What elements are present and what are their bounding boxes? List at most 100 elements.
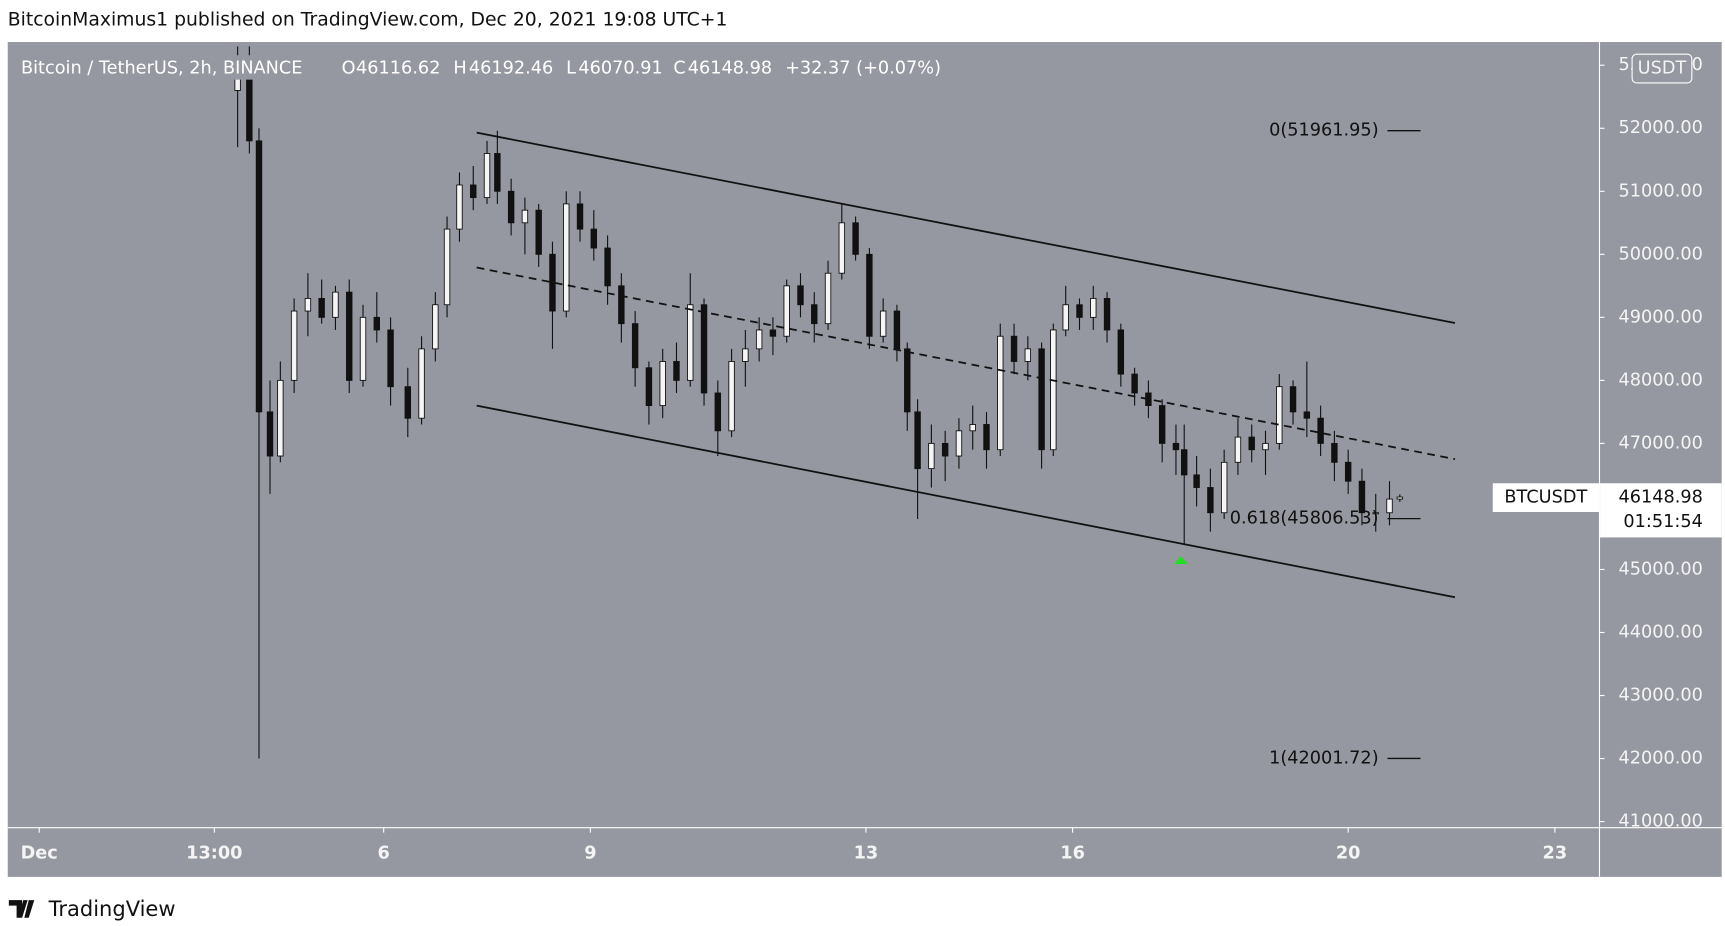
candle-body [255,140,263,413]
candle-body [346,291,353,381]
y-tick-label: 42000.00 [1618,749,1702,769]
candle-body [928,442,935,470]
candle-body [645,367,653,407]
candle-body [1358,480,1366,514]
candle-body [659,361,666,407]
candle-body [618,285,625,325]
candle-body [997,335,1004,451]
last-price: 46148.98 [1618,488,1702,508]
candle-body [1193,474,1200,488]
brand-logo [8,900,35,918]
candle-body [359,316,367,381]
candle-body [304,297,312,312]
candle-body [277,379,284,457]
candle-body [1234,436,1242,463]
candle-body [549,253,556,312]
candle-body [432,304,439,350]
candle-body [1372,512,1379,515]
y-tick-label: 51000.00 [1618,181,1702,201]
ohlc-letter: O [342,59,356,79]
y-tick-label: 48000.00 [1618,370,1702,390]
candle-body [1207,487,1214,514]
x-tick-label: 20 [1336,844,1361,864]
y-tick-label: 41000.00 [1618,812,1702,832]
candle-body [373,316,381,331]
fib-label: 0(51961.95) [1269,121,1378,141]
candle-body [797,285,804,306]
candle-body [563,203,570,312]
candle-body [955,430,963,457]
candle-body [387,329,394,388]
last-price-box [1600,483,1722,538]
candle-body [769,329,777,337]
x-tick-label: 13:00 [186,844,242,864]
candle-body [535,209,542,255]
candle-body [1181,449,1188,476]
candle-body [1317,417,1324,444]
y-tick-label: 47000.00 [1618,433,1702,453]
y-tick-label: 44000.00 [1618,622,1702,642]
candle-body [1220,461,1228,514]
candle-body [1131,373,1138,394]
candle-body [1248,436,1255,451]
candle-body [742,348,749,362]
ohlc-value: 46070.91 [578,59,662,79]
candle-body [1289,386,1297,413]
candle-body [1076,304,1083,318]
candle-body [604,247,611,287]
publish-info: BitcoinMaximus1 published on TradingView… [8,9,728,30]
candle-body [1344,461,1352,482]
y-tick-label: 45000.00 [1618,559,1702,579]
candle-body [1396,496,1404,500]
channel-line [476,131,1456,324]
candle-body [1276,386,1283,444]
candle-body [700,304,708,394]
ohlc-value: 46192.46 [469,59,553,79]
y-tick-label: 52000.00 [1618,118,1702,138]
currency-label: USDT [1638,59,1687,79]
candle-body [879,310,887,337]
candle-body [1024,348,1032,362]
ohlc-letter: C [673,59,685,79]
fib-label: 1(42001.72) [1269,748,1378,768]
ticker-label: BTCUSDT [1504,488,1587,508]
fib-label: 0.618(45806.53) [1230,509,1379,529]
candle-body [1010,335,1018,362]
channel-line [476,404,1456,599]
ohlc-letter: H [453,59,466,79]
candle-body [852,222,859,255]
currency-box [1631,53,1693,84]
candle-body [418,348,425,419]
candle-body [494,153,501,192]
countdown: 01:51:54 [1623,512,1702,532]
candle-body [838,222,846,274]
candle-body [969,424,976,432]
x-tick-label: 16 [1060,844,1085,864]
candle-body [470,184,477,199]
channel-line [476,266,1456,461]
candle-body [456,184,463,230]
chart-panel [7,42,1722,877]
candle-body [687,304,694,381]
x-tick-label: 6 [378,844,390,864]
candle-body [332,291,339,318]
candle-body [941,442,949,457]
candle-body [904,348,911,413]
candle-body [443,228,451,306]
candle-body [914,411,921,470]
candle-body [1262,442,1269,451]
candle-body [1117,329,1125,375]
candle-body [1090,297,1097,318]
candle-body [483,153,491,199]
candle-body [1303,411,1311,419]
candle-body [728,361,735,432]
brand-name: TradingView [48,897,176,921]
candle-body [866,253,873,337]
symbol-label: Bitcoin / TetherUS, 2h, BINANCE [21,59,302,79]
ohlc-value: 46148.98 [688,59,772,79]
x-tick-label: Dec [21,844,58,864]
candle-body [1158,405,1166,444]
candle-body [893,310,901,350]
candle-body [1386,498,1393,514]
